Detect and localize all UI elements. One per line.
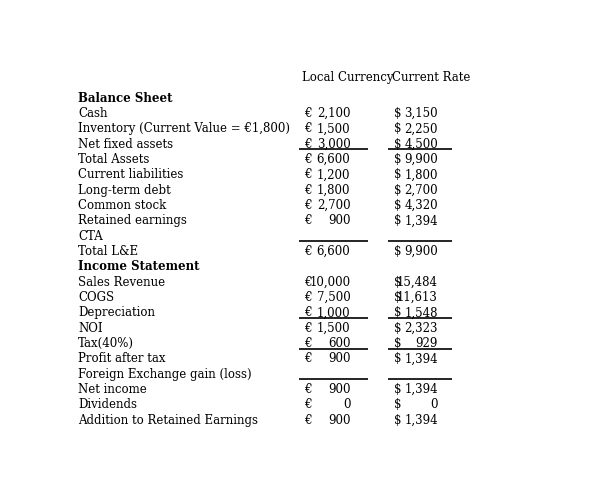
Text: $: $ (394, 398, 402, 411)
Text: $: $ (394, 306, 402, 319)
Text: Total L&E: Total L&E (78, 245, 138, 258)
Text: Net income: Net income (78, 383, 147, 396)
Text: 0: 0 (343, 398, 350, 411)
Text: 1,800: 1,800 (317, 184, 350, 197)
Text: 2,700: 2,700 (317, 199, 350, 212)
Text: Foreign Exchange gain (loss): Foreign Exchange gain (loss) (78, 368, 251, 381)
Text: NOI: NOI (78, 322, 103, 335)
Text: 1,394: 1,394 (405, 352, 438, 365)
Text: 2,250: 2,250 (405, 122, 438, 135)
Text: $: $ (394, 322, 402, 335)
Text: Balance Sheet: Balance Sheet (78, 92, 172, 105)
Text: 3,000: 3,000 (317, 138, 350, 151)
Text: 929: 929 (416, 337, 438, 350)
Text: COGS: COGS (78, 291, 114, 304)
Text: $: $ (394, 107, 402, 120)
Text: 6,600: 6,600 (317, 153, 350, 166)
Text: €: € (304, 398, 312, 411)
Text: €: € (304, 214, 312, 228)
Text: $: $ (394, 414, 402, 427)
Text: Sales Revenue: Sales Revenue (78, 276, 165, 288)
Text: 11,613: 11,613 (397, 291, 438, 304)
Text: 1,394: 1,394 (405, 414, 438, 427)
Text: $: $ (394, 337, 402, 350)
Text: €: € (304, 306, 312, 319)
Text: 1,800: 1,800 (405, 168, 438, 181)
Text: 1,394: 1,394 (405, 214, 438, 228)
Text: $: $ (394, 122, 402, 135)
Text: €: € (304, 153, 312, 166)
Text: Income Statement: Income Statement (78, 260, 200, 273)
Text: €: € (304, 199, 312, 212)
Text: $: $ (394, 168, 402, 181)
Text: $: $ (394, 214, 402, 228)
Text: €: € (304, 291, 312, 304)
Text: €: € (304, 276, 312, 288)
Text: €: € (304, 352, 312, 365)
Text: 15,484: 15,484 (397, 276, 438, 288)
Text: $: $ (394, 153, 402, 166)
Text: Depreciation: Depreciation (78, 306, 155, 319)
Text: €: € (304, 245, 312, 258)
Text: 7,500: 7,500 (317, 291, 350, 304)
Text: 1,500: 1,500 (317, 322, 350, 335)
Text: Local Currency: Local Currency (302, 71, 394, 84)
Text: Addition to Retained Earnings: Addition to Retained Earnings (78, 414, 258, 427)
Text: €: € (304, 414, 312, 427)
Text: Total Assets: Total Assets (78, 153, 149, 166)
Text: $: $ (394, 199, 402, 212)
Text: 1,000: 1,000 (317, 306, 350, 319)
Text: Current Rate: Current Rate (392, 71, 470, 84)
Text: $: $ (394, 352, 402, 365)
Text: 10,000: 10,000 (309, 276, 350, 288)
Text: 1,548: 1,548 (405, 306, 438, 319)
Text: 9,900: 9,900 (404, 245, 438, 258)
Text: 2,323: 2,323 (405, 322, 438, 335)
Text: €: € (304, 383, 312, 396)
Text: 900: 900 (328, 214, 350, 228)
Text: 9,900: 9,900 (404, 153, 438, 166)
Text: $: $ (394, 245, 402, 258)
Text: €: € (304, 168, 312, 181)
Text: 1,500: 1,500 (317, 122, 350, 135)
Text: 900: 900 (328, 383, 350, 396)
Text: 600: 600 (328, 337, 350, 350)
Text: €: € (304, 138, 312, 151)
Text: 1,394: 1,394 (405, 383, 438, 396)
Text: Current liabilities: Current liabilities (78, 168, 184, 181)
Text: $: $ (394, 383, 402, 396)
Text: 2,100: 2,100 (317, 107, 350, 120)
Text: Net fixed assets: Net fixed assets (78, 138, 173, 151)
Text: CTA: CTA (78, 229, 103, 243)
Text: 900: 900 (328, 414, 350, 427)
Text: Profit after tax: Profit after tax (78, 352, 166, 365)
Text: $: $ (394, 291, 402, 304)
Text: Cash: Cash (78, 107, 108, 120)
Text: Tax(40%): Tax(40%) (78, 337, 134, 350)
Text: €: € (304, 107, 312, 120)
Text: 1,200: 1,200 (317, 168, 350, 181)
Text: $: $ (394, 138, 402, 151)
Text: 6,600: 6,600 (317, 245, 350, 258)
Text: €: € (304, 322, 312, 335)
Text: $: $ (394, 276, 402, 288)
Text: €: € (304, 337, 312, 350)
Text: 900: 900 (328, 352, 350, 365)
Text: Common stock: Common stock (78, 199, 166, 212)
Text: €: € (304, 122, 312, 135)
Text: 0: 0 (431, 398, 438, 411)
Text: 4,500: 4,500 (404, 138, 438, 151)
Text: €: € (304, 184, 312, 197)
Text: $: $ (394, 184, 402, 197)
Text: 4,320: 4,320 (405, 199, 438, 212)
Text: 3,150: 3,150 (405, 107, 438, 120)
Text: Dividends: Dividends (78, 398, 137, 411)
Text: Long-term debt: Long-term debt (78, 184, 170, 197)
Text: Inventory (Current Value = €1,800): Inventory (Current Value = €1,800) (78, 122, 290, 135)
Text: Retained earnings: Retained earnings (78, 214, 187, 228)
Text: 2,700: 2,700 (405, 184, 438, 197)
